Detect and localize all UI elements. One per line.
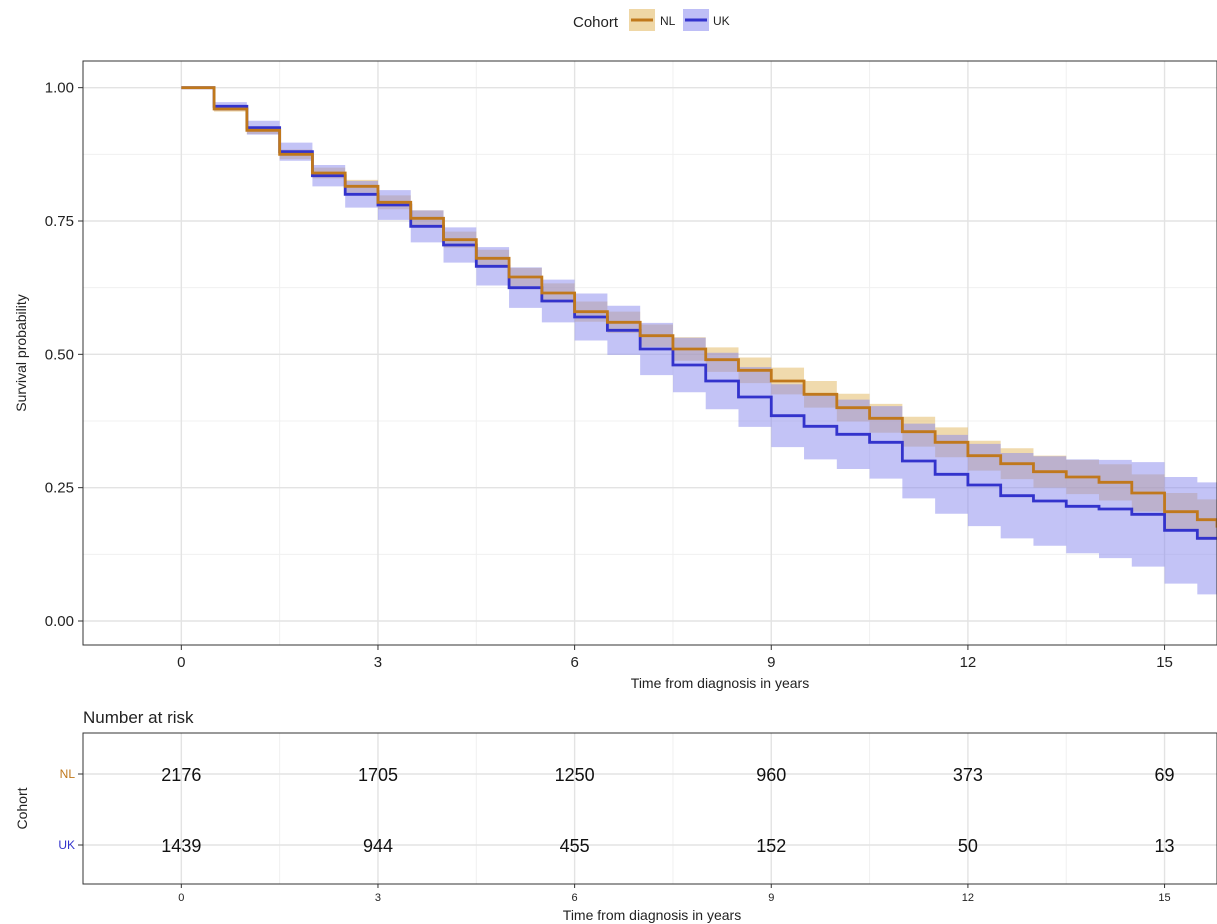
survival-line-uk <box>181 86 1217 540</box>
risk-x-tick-label: 3 <box>375 892 381 904</box>
risk-cell-uk: 13 <box>1155 836 1175 856</box>
y-tick-label: 0.75 <box>45 213 74 230</box>
y-axis-ticks: 0.00 0.25 0.50 0.75 1.00 <box>45 80 83 630</box>
risk-x-tick-label: 6 <box>572 892 578 904</box>
risk-cell-nl: 69 <box>1155 765 1175 785</box>
confidence-bands <box>181 87 1217 598</box>
x-tick-label: 12 <box>960 654 977 671</box>
risk-table-rows: NL 2176 1705 1250 960 373 69 UK 1439 944 455 152 50 1… <box>58 765 1174 856</box>
risk-cell-nl: 1705 <box>358 765 398 785</box>
x-axis-ticks: 0 3 6 9 12 15 <box>177 645 1173 671</box>
risk-table-gridlines <box>83 733 1217 884</box>
legend-label-nl: NL <box>660 14 676 28</box>
main-plot-border <box>82 60 1217 646</box>
risk-x-tick-label: 15 <box>1158 892 1170 904</box>
risk-row-label-nl: NL <box>60 767 76 781</box>
risk-x-tick-label: 12 <box>962 892 974 904</box>
risk-cell-uk: 50 <box>958 836 978 856</box>
risk-row-label-uk: UK <box>58 838 75 852</box>
legend-title: Cohort <box>573 14 619 31</box>
survival-line-nl <box>181 86 1217 528</box>
risk-table-x-ticks: 0 3 6 9 12 15 <box>178 884 1171 904</box>
x-tick-label: 3 <box>374 654 382 671</box>
risk-table-border <box>82 732 1217 885</box>
y-tick-label: 0.00 <box>45 613 74 630</box>
x-tick-label: 6 <box>570 654 578 671</box>
risk-table-x-label: Time from diagnosis in years <box>563 907 741 923</box>
y-tick-label: 0.25 <box>45 480 74 497</box>
risk-cell-nl: 1250 <box>555 765 595 785</box>
survival-plot: 0 3 6 9 12 15 0.00 0.25 0.50 0.75 1.00 Time from … <box>13 60 1217 691</box>
y-axis-label: Survival probability <box>13 294 29 412</box>
x-tick-label: 0 <box>177 654 185 671</box>
y-tick-label: 1.00 <box>45 80 74 97</box>
risk-table-title: Number at risk <box>83 708 194 727</box>
risk-x-tick-label: 0 <box>178 892 184 904</box>
risk-table-y-label: Cohort <box>14 787 30 829</box>
legend: Cohort NL UK <box>573 9 730 31</box>
risk-cell-nl: 373 <box>953 765 983 785</box>
survival-curves <box>181 86 1217 540</box>
risk-cell-nl: 960 <box>756 765 786 785</box>
confidence-band-nl <box>181 87 1217 548</box>
risk-x-tick-label: 9 <box>768 892 774 904</box>
x-axis-label: Time from diagnosis in years <box>631 675 809 691</box>
legend-label-uk: UK <box>713 14 730 28</box>
risk-cell-uk: 152 <box>756 836 786 856</box>
x-tick-label: 15 <box>1156 654 1173 671</box>
risk-cell-uk: 455 <box>560 836 590 856</box>
risk-cell-uk: 1439 <box>161 836 201 856</box>
x-tick-label: 9 <box>767 654 775 671</box>
y-tick-label: 0.50 <box>45 346 74 363</box>
risk-cell-nl: 2176 <box>161 765 201 785</box>
confidence-band-uk <box>181 87 1217 598</box>
risk-cell-uk: 944 <box>363 836 393 856</box>
